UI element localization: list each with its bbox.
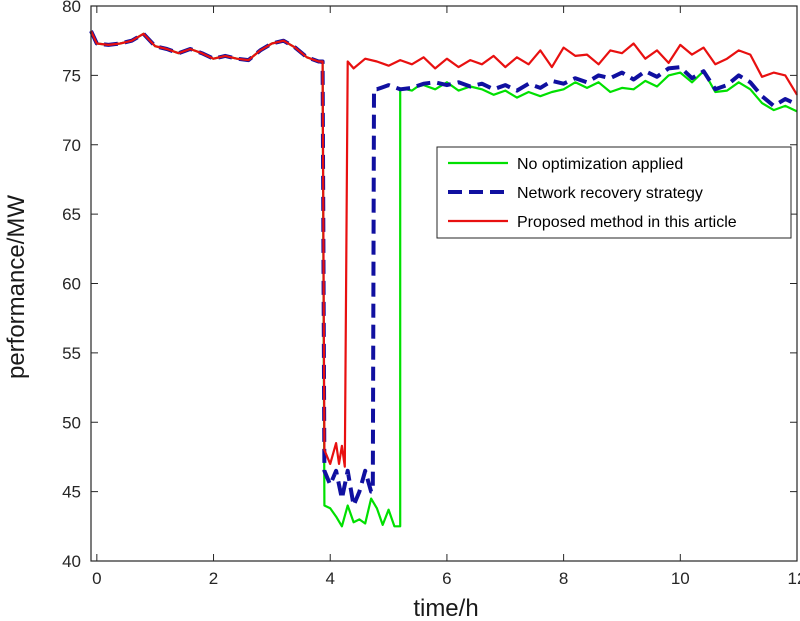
plot-area bbox=[91, 6, 797, 561]
x-tick-label: 2 bbox=[209, 569, 218, 588]
y-axis-title: performance/MW bbox=[3, 195, 30, 379]
legend: No optimization applied Network recovery … bbox=[437, 147, 791, 238]
legend-label-3: Proposed method in this article bbox=[517, 214, 737, 231]
legend-label-2: Network recovery strategy bbox=[517, 185, 703, 202]
y-tick-label: 75 bbox=[62, 66, 81, 85]
y-tick-label: 50 bbox=[62, 413, 81, 432]
y-tick-label: 70 bbox=[62, 136, 81, 155]
y-tick-label: 40 bbox=[62, 552, 81, 571]
x-tick-label: 12 bbox=[788, 569, 800, 588]
y-tick-label: 55 bbox=[62, 344, 81, 363]
y-tick-label: 60 bbox=[62, 275, 81, 294]
legend-label-1: No optimization applied bbox=[517, 156, 683, 173]
x-axis-title: time/h bbox=[413, 595, 478, 621]
x-tick-label: 8 bbox=[559, 569, 568, 588]
x-tick-label: 0 bbox=[92, 569, 101, 588]
y-tick-label: 80 bbox=[62, 0, 81, 16]
x-tick-label: 10 bbox=[671, 569, 690, 588]
plot-background bbox=[91, 6, 797, 561]
x-tick-label: 4 bbox=[325, 569, 334, 588]
x-tick-label: 6 bbox=[442, 569, 451, 588]
y-tick-label: 65 bbox=[62, 205, 81, 224]
y-tick-label: 45 bbox=[62, 483, 81, 502]
